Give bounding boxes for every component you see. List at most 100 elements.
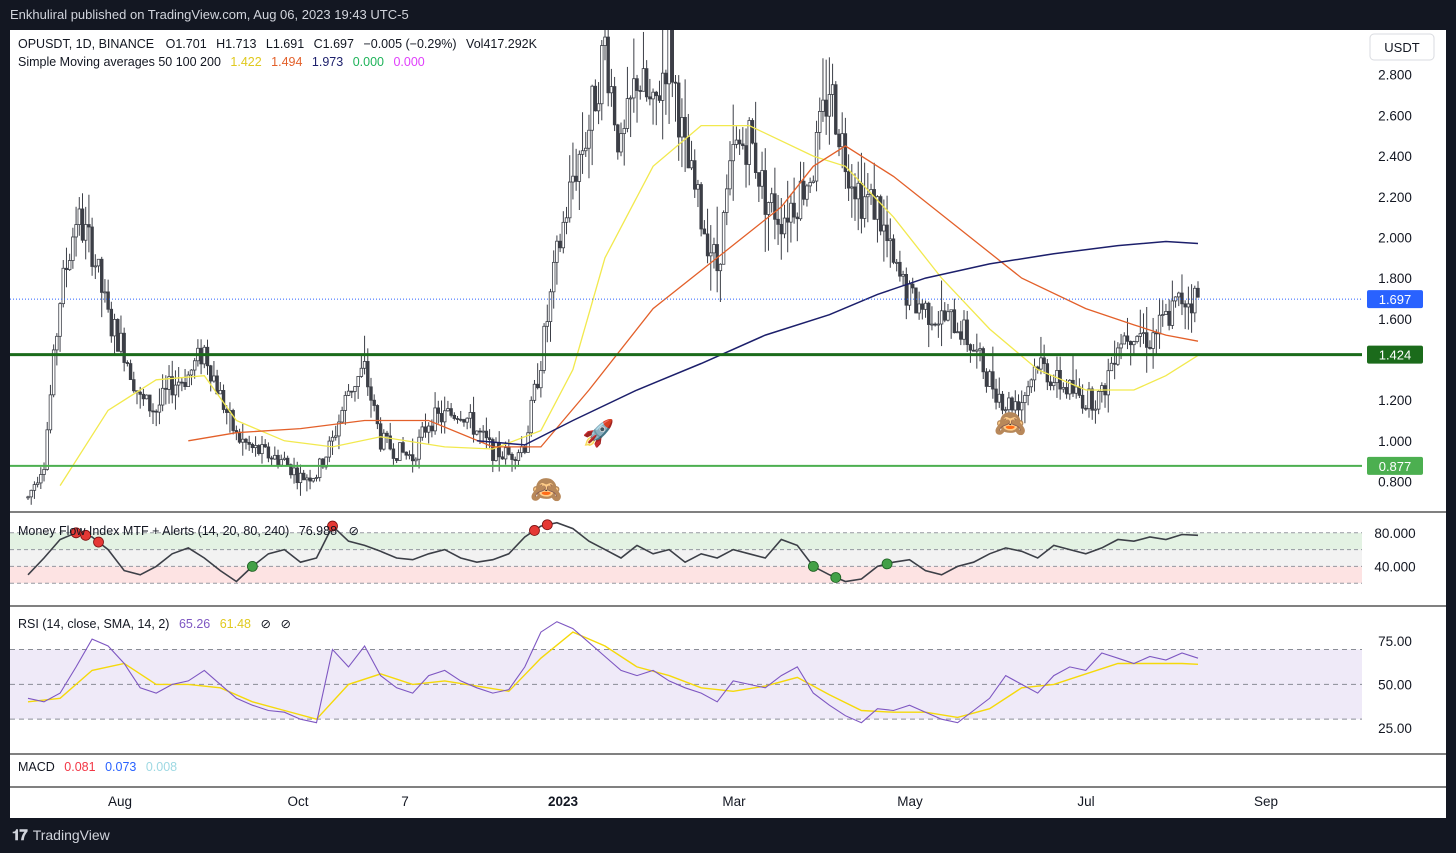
time-axis-label: Mar (722, 794, 746, 809)
candle-body (269, 457, 274, 460)
candle-body (398, 442, 402, 461)
candle-body (401, 442, 405, 453)
candle-body (410, 454, 415, 462)
candle-body (625, 98, 630, 129)
candle-body (1112, 362, 1117, 365)
candle-body (632, 78, 636, 99)
legend-line-macd: MACD 0.081 0.073 0.008 (18, 760, 177, 774)
candle-body (1164, 310, 1168, 315)
candle-body (782, 217, 787, 235)
candle-body (535, 383, 540, 389)
candle-body (1106, 370, 1110, 396)
legend-c-value: 1.697 (323, 37, 354, 51)
candle-body (93, 265, 98, 268)
candle-body (148, 394, 152, 412)
price-axis-tick: 1.800 (1378, 271, 1412, 286)
candle-body (244, 438, 248, 443)
price-axis-tick: 2.600 (1378, 108, 1412, 123)
candle-body (276, 454, 280, 466)
legend-symbol: OPUSDT, 1D, BINANCE (18, 37, 154, 51)
candle-body (991, 371, 995, 390)
candle-body (1026, 386, 1030, 396)
candle-body (420, 426, 424, 438)
tradingview-logo[interactable]: 𝟏𝟕 TradingView (12, 818, 110, 853)
level-badge (1367, 345, 1423, 364)
candle-body (664, 72, 668, 85)
candle-body (911, 283, 915, 289)
candle-body (875, 196, 880, 220)
rocket-icon: 🚀 (582, 418, 614, 448)
candle-body (798, 180, 803, 220)
candle-body (455, 418, 460, 420)
candle-body (683, 116, 687, 138)
candle-body (510, 453, 514, 460)
candle-body (116, 319, 120, 352)
candle-body (1016, 401, 1021, 411)
candle-body (404, 451, 408, 456)
time-axis-label: 7 (401, 794, 409, 809)
legend-rsi-sma-value: 61.48 (220, 617, 251, 631)
candle-body (827, 94, 832, 117)
candle-body (205, 346, 210, 367)
candle-body (859, 182, 864, 219)
candle-body (1135, 335, 1139, 342)
sma-100-line (188, 145, 1199, 448)
candle-body (641, 68, 646, 92)
mfi-oversold-signal (246, 561, 258, 572)
mfi-overbought-zone (10, 532, 1362, 550)
candle-body (330, 436, 335, 442)
candle-body (571, 175, 575, 183)
mfi-overbought-signal (80, 529, 92, 541)
candle-body (933, 323, 937, 326)
legend-rsi-value: 65.26 (179, 617, 210, 631)
currency-button[interactable]: USDT (1369, 33, 1435, 61)
candle-body (904, 273, 909, 306)
candle-body (866, 194, 870, 198)
candle-body (612, 86, 617, 126)
candle-body (1177, 292, 1181, 298)
candle-body (375, 405, 380, 425)
mfi-overbought-signal (327, 520, 338, 532)
candle-body (167, 376, 171, 390)
legend-change: −0.005 (−0.29%) (363, 37, 456, 51)
candle-body (1109, 362, 1114, 372)
candle-body (128, 363, 133, 381)
price-axis-tick: 0.800 (1378, 474, 1412, 489)
chart-area[interactable]: 1.424 0.877 1.697 0.800 1.000 1.200 1.600 1.80… (10, 30, 1446, 818)
time-axis-label: May (897, 794, 923, 809)
candle-body (426, 425, 431, 433)
candle-body (151, 410, 155, 413)
candle-body (55, 335, 59, 351)
time-axis-label: Jul (1077, 794, 1094, 809)
candle-body (218, 390, 223, 395)
candle-body (753, 142, 758, 173)
candle-body (103, 291, 107, 294)
candle-body (189, 369, 194, 376)
time-axis-label: Oct (287, 794, 308, 809)
hidden-value-icon: ⊘ (349, 524, 359, 538)
candle-body (644, 68, 649, 98)
candle-body (628, 97, 633, 100)
candle-body (680, 116, 684, 138)
candle-body (263, 444, 267, 448)
candle-body (507, 447, 511, 455)
chart-canvas[interactable]: 1.424 0.877 1.697 0.800 1.000 1.200 1.600 1.80… (10, 30, 1446, 818)
candle-body (721, 212, 726, 265)
candle-body (487, 437, 492, 440)
candle-body (920, 303, 925, 310)
candle-body (90, 226, 94, 267)
legend-c-label: C (314, 37, 323, 51)
candle-body (747, 120, 751, 165)
candle-body (414, 458, 418, 462)
candle-body (789, 202, 793, 223)
candle-body (856, 182, 860, 200)
legend-line-sma: Simple Moving averages 50 100 200 1.422 … (18, 55, 425, 69)
candle-body (26, 496, 30, 499)
candle-body (808, 182, 812, 187)
candle-body (324, 456, 328, 468)
candle-body (478, 430, 482, 433)
candle-body (587, 129, 591, 149)
candle-body (548, 291, 553, 323)
sma-200-line (476, 240, 1199, 446)
candle-body (840, 133, 844, 148)
